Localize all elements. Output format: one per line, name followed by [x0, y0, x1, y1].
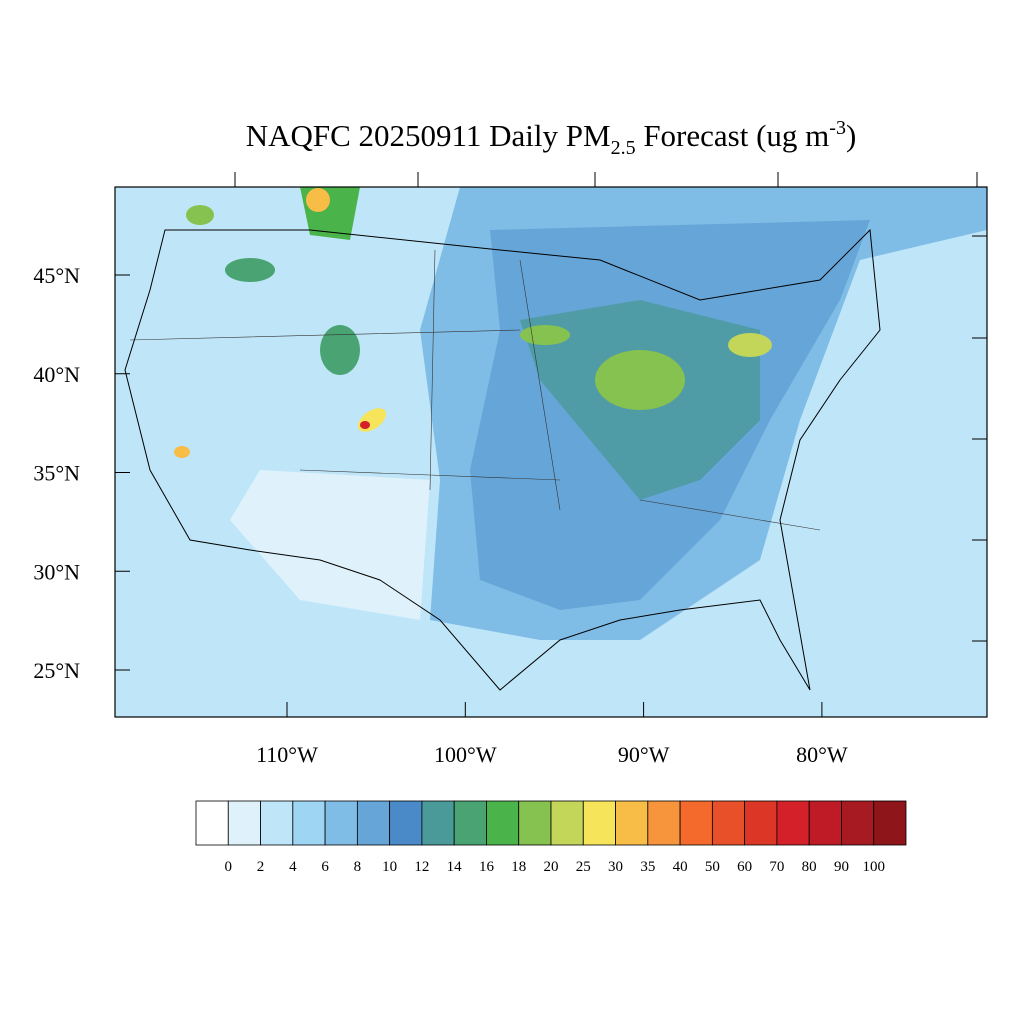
colorbar-label: 100: [862, 859, 885, 875]
colorbar-label: 90: [834, 859, 849, 875]
colorbar-box: [776, 800, 810, 846]
field-blob: [728, 333, 772, 357]
lat-label: 35°N: [33, 461, 80, 486]
title-main: NAQFC 20250911 Daily PM: [246, 118, 611, 153]
colorbar-box: [808, 800, 842, 846]
colorbar-label: 14: [447, 859, 463, 875]
state-borders: [129, 249, 821, 531]
lon-label: 80°W: [796, 742, 848, 767]
colorbar-box: [647, 800, 681, 846]
colorbar-box: [518, 800, 552, 846]
colorbar-box: [582, 800, 616, 846]
colorbar-box: [486, 800, 520, 846]
colorbar-box: [679, 800, 713, 846]
frame-ticks: [234, 172, 987, 642]
colorbar-label: 70: [769, 859, 784, 875]
field-blob: [520, 325, 570, 345]
colorbar-box: [615, 800, 649, 846]
colorbar-box: [550, 800, 584, 846]
lat-label: 45°N: [33, 263, 80, 288]
field-blob: [320, 325, 360, 375]
field-blob: [360, 421, 370, 429]
lon-label: 100°W: [434, 742, 497, 767]
title-rest: Forecast (ug m: [636, 118, 830, 153]
colorbar-box: [227, 800, 261, 846]
colorbar-box: [195, 800, 229, 846]
colorbar-label: 80: [802, 859, 817, 875]
colorbar-box: [744, 800, 778, 846]
colorbar-box: [324, 800, 358, 846]
colorbar-label: 25: [576, 859, 591, 875]
colorbar-label: 20: [544, 859, 559, 875]
colorbar-label: 50: [705, 859, 720, 875]
colorbar-label: 4: [289, 859, 297, 875]
title-end: ): [846, 118, 856, 153]
title-sup: -3: [829, 117, 846, 139]
colorbar-box: [260, 800, 294, 846]
colorbar-box: [841, 800, 875, 846]
colorbar-label: 35: [640, 859, 655, 875]
colorbar-label: 0: [225, 859, 233, 875]
lat-label: 30°N: [33, 559, 80, 584]
colorbar-label: 12: [414, 859, 429, 875]
colorbar-label: 8: [354, 859, 362, 875]
colorbar-label: 18: [511, 859, 526, 875]
lon-label: 110°W: [256, 742, 318, 767]
colorbar-label: 40: [673, 859, 688, 875]
lon-label: 90°W: [618, 742, 670, 767]
colorbar-label: 30: [608, 859, 623, 875]
colorbar-box: [453, 800, 487, 846]
colorbar-label: 60: [737, 859, 752, 875]
colorbar-box: [873, 800, 907, 846]
field-blob: [225, 258, 275, 282]
map-field: [115, 187, 987, 717]
map-frame: [114, 186, 988, 718]
colorbar-label: 2: [257, 859, 265, 875]
colorbar-box: [421, 800, 455, 846]
field-region: [230, 470, 430, 620]
field-blob: [174, 446, 190, 458]
lat-label: 25°N: [33, 658, 80, 683]
colorbar-label: 6: [321, 859, 329, 875]
coastline: [124, 228, 881, 691]
lat-label: 40°N: [33, 362, 80, 387]
colorbar-label: 16: [479, 859, 495, 875]
field-blob: [186, 205, 214, 225]
colorbar-box: [356, 800, 391, 846]
field-blob: [595, 350, 685, 410]
colorbar-box: [292, 800, 326, 846]
colorbar-box: [389, 800, 423, 846]
colorbar-box: [711, 800, 746, 846]
title: NAQFC 20250911 Daily PM2.5 Forecast (ug …: [246, 117, 857, 159]
field-blob: [306, 188, 330, 212]
colorbar-label: 10: [382, 859, 397, 875]
title-sub: 2.5: [611, 137, 636, 159]
